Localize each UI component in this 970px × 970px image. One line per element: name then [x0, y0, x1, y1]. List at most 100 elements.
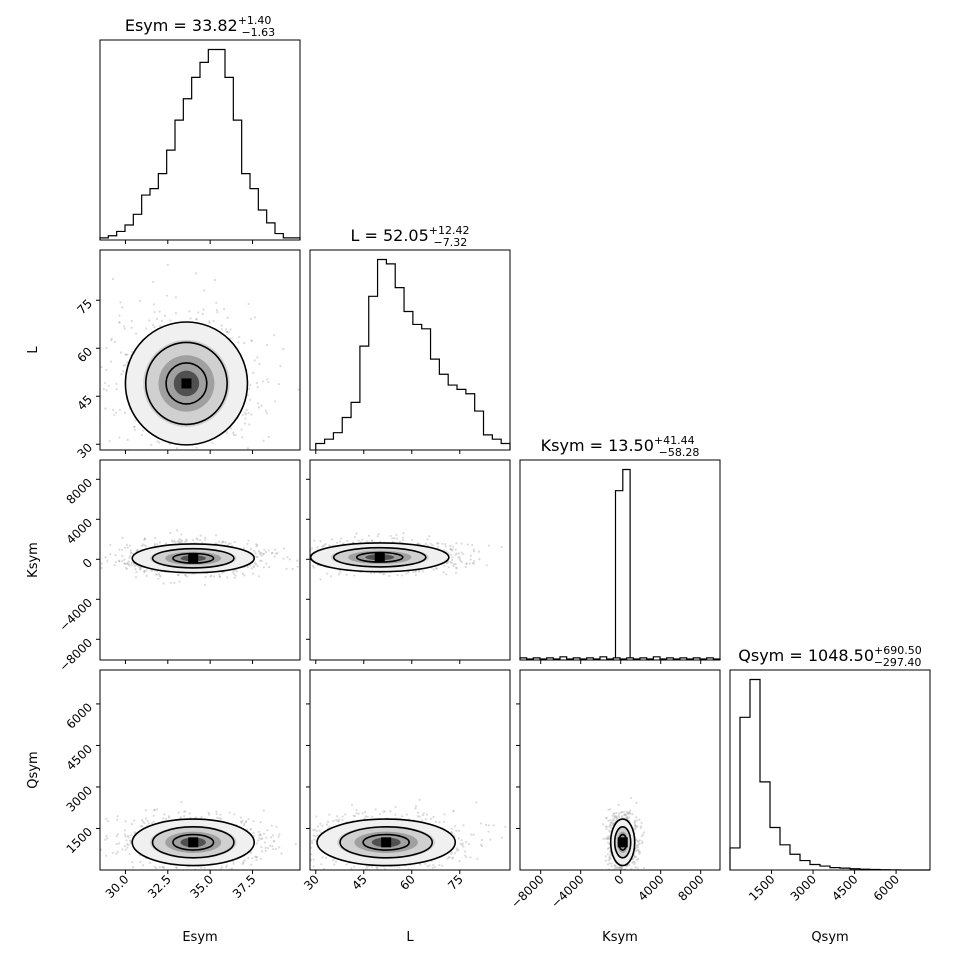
scatter-point — [104, 407, 107, 410]
scatter-point — [256, 385, 259, 389]
scatter-point — [478, 558, 481, 561]
scatter-point — [175, 447, 179, 450]
scatter-esym-ksym — [99, 459, 301, 661]
scatter-point — [105, 368, 108, 371]
scatter-point — [437, 542, 440, 545]
scatter-point — [163, 314, 167, 317]
scatter-point — [460, 560, 463, 564]
scatter-point — [446, 857, 449, 860]
scatter-point — [272, 847, 275, 851]
scatter-point — [431, 866, 434, 869]
scatter-point — [129, 551, 132, 554]
scatter-point — [198, 871, 200, 873]
scatter-point — [115, 382, 118, 385]
scatter-point — [311, 564, 315, 567]
scatter-point — [432, 568, 435, 571]
scatter-point — [470, 833, 473, 836]
scatter-point — [304, 844, 306, 846]
scatter-point — [227, 331, 230, 334]
scatter-point — [240, 428, 243, 431]
scatter-point — [115, 835, 118, 838]
scatter-point — [333, 863, 336, 866]
scatter-point — [355, 809, 358, 812]
scatter-point — [234, 574, 237, 577]
scatter-point — [133, 425, 136, 428]
scatter-point — [173, 539, 176, 542]
scatter-point — [203, 289, 206, 292]
scatter-point — [247, 302, 250, 306]
scatter-point — [140, 566, 143, 569]
hist-steps-qsym — [729, 678, 930, 871]
scatter-point — [131, 455, 133, 457]
scatter-point — [232, 571, 235, 574]
scatter-point — [357, 539, 360, 542]
scatter-point — [262, 809, 265, 812]
scatter-point — [414, 807, 417, 810]
scatter-point — [312, 566, 315, 569]
scatter-point — [140, 433, 144, 437]
scatter-point — [106, 837, 109, 840]
scatter-point — [265, 836, 268, 839]
scatter-point — [225, 866, 228, 869]
ylabel-l: L — [26, 346, 41, 354]
scatter-point — [296, 559, 299, 562]
scatter-point — [192, 872, 194, 874]
scatter-point — [253, 834, 256, 837]
scatter-point — [466, 543, 470, 546]
scatter-point — [161, 865, 164, 869]
scatter-point — [250, 413, 253, 416]
scatter-point — [262, 552, 265, 555]
scatter-point — [405, 813, 408, 816]
scatter-point — [170, 457, 172, 459]
scatter-point — [197, 311, 200, 314]
scatter-point — [302, 845, 304, 847]
scatter-point — [350, 867, 353, 870]
scatter-point — [363, 817, 366, 820]
scatter-point — [114, 560, 118, 564]
scatter-point — [341, 815, 344, 818]
scatter-point — [278, 846, 281, 849]
scatter-point — [124, 364, 127, 367]
contour-line — [131, 818, 256, 867]
scatter-point — [316, 834, 319, 837]
scatter-point — [158, 541, 161, 544]
scatter-point — [260, 552, 263, 555]
scatter-point — [243, 822, 246, 825]
scatter-point — [258, 552, 261, 556]
scatter-point — [467, 842, 471, 846]
scatter-point — [627, 812, 630, 815]
scatter-point — [292, 842, 294, 844]
scatter-point — [125, 839, 128, 842]
scatter-point — [311, 842, 314, 845]
scatter-point — [627, 811, 630, 814]
scatter-point — [445, 562, 448, 565]
scatter-point — [144, 809, 147, 812]
scatter-point — [264, 849, 267, 852]
scatter-point — [121, 848, 124, 851]
scatter-point — [153, 311, 156, 314]
scatter-point — [140, 819, 144, 822]
scatter-point — [278, 815, 280, 817]
scatter-point — [428, 864, 431, 867]
histogram-ksym — [519, 459, 721, 661]
panel-frame — [729, 669, 931, 871]
scatter-point — [180, 533, 183, 536]
scatter-point — [614, 815, 618, 818]
scatter-point — [436, 542, 439, 545]
scatter-point — [150, 443, 153, 447]
scatter-point — [257, 839, 260, 842]
scatter-point — [222, 540, 225, 544]
scatter-point — [321, 824, 324, 827]
scatter-point — [120, 373, 123, 376]
scatter-point — [258, 834, 261, 837]
scatter-point — [209, 575, 212, 578]
scatter-point — [288, 558, 291, 561]
scatter-point — [282, 547, 285, 550]
scatter-point — [389, 534, 392, 538]
scatter-point — [606, 841, 610, 844]
scatter-point — [252, 564, 255, 567]
scatter-point — [464, 565, 467, 569]
scatter-point — [144, 545, 148, 548]
scatter-point — [332, 859, 335, 862]
scatter-point — [414, 805, 418, 808]
